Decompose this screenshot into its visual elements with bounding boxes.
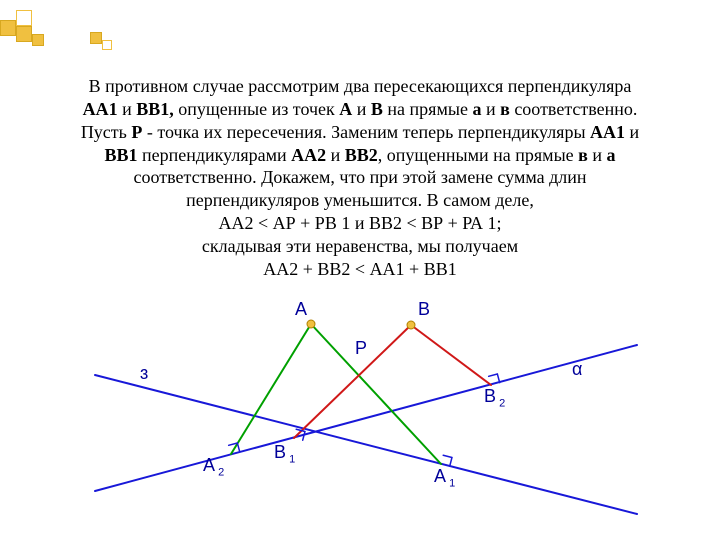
text-run: на прямые (383, 99, 473, 119)
text-run: в (578, 145, 588, 165)
text-line: АА2 + ВВ2 < АА1 + ВВ1 (25, 258, 695, 281)
decor-square (16, 10, 32, 26)
text-line: ВВ1 перпендикулярами АА2 и ВВ2, опущенны… (25, 144, 695, 167)
text-run: и (326, 145, 345, 165)
decor-square (32, 34, 44, 46)
text-run: В (371, 99, 383, 119)
paragraph: В противном случае рассмотрим два пересе… (25, 75, 695, 281)
text-run: , опущенными на прямые (378, 145, 578, 165)
text-line: АА2 < АР + РВ 1 и ВВ2 < ВР + РА 1; (25, 212, 695, 235)
label-alpha: α (572, 359, 582, 380)
text-line: В противном случае рассмотрим два пересе… (25, 75, 695, 98)
text-run: и (118, 99, 137, 119)
text-run: Пусть (81, 122, 132, 142)
text-line: перпендикуляров уменьшится. В самом деле… (25, 189, 695, 212)
text-run: соответственно. (510, 99, 638, 119)
text-run: перпендикуляров уменьшится. В самом деле… (186, 190, 534, 210)
text-run: Р (131, 122, 142, 142)
label-B: B (418, 299, 430, 320)
text-run: складывая эти неравенства, мы получаем (202, 236, 518, 256)
decor-square (102, 40, 112, 50)
text-run: ВВ1 (104, 145, 137, 165)
text-run: А (339, 99, 352, 119)
slide: В противном случае рассмотрим два пересе… (0, 0, 720, 540)
text-run: перпендикулярами (137, 145, 291, 165)
label-A2: A 2 (203, 455, 224, 479)
text-run: АА2 < АР + РВ 1 и ВВ2 < ВР + РА 1; (219, 213, 502, 233)
decor-square (0, 20, 16, 36)
text-line: складывая эти неравенства, мы получаем (25, 235, 695, 258)
text-run: и (352, 99, 371, 119)
text-run: В противном случае рассмотрим два пересе… (89, 76, 632, 96)
text-run: - точка их пересечения. Заменим теперь п… (142, 122, 590, 142)
text-run: АА2 (291, 145, 326, 165)
text-run: ВВ2 (345, 145, 378, 165)
text-run: и (625, 122, 639, 142)
decor-square (16, 26, 32, 42)
text-run: ВВ1, (136, 99, 174, 119)
text-run: в (500, 99, 510, 119)
text-run: и (481, 99, 500, 119)
text-line: АА1 и ВВ1, опущенные из точек А и В на п… (25, 98, 695, 121)
text-run: АА1 (590, 122, 625, 142)
label-A1: A 1 (434, 466, 455, 490)
text-run: а (607, 145, 616, 165)
geometry-diagram: ABPA 1B 1A 2B 2αɜ (85, 308, 645, 523)
text-run: АА2 + ВВ2 < АА1 + ВВ1 (263, 259, 456, 279)
text-run: соответственно. Докажем, что при этой за… (133, 167, 586, 187)
text-line: Пусть Р - точка их пересечения. Заменим … (25, 121, 695, 144)
text-run: и (588, 145, 607, 165)
label-B2: B 2 (484, 386, 505, 410)
text-run: опущенные из точек (174, 99, 340, 119)
text-line: соответственно. Докажем, что при этой за… (25, 166, 695, 189)
text-run: АА1 (83, 99, 118, 119)
label-A: A (295, 299, 307, 320)
label-B1: B 1 (274, 442, 295, 466)
label-P: P (355, 338, 367, 359)
label-beta: ɜ (140, 363, 148, 384)
decor-square (90, 32, 102, 44)
